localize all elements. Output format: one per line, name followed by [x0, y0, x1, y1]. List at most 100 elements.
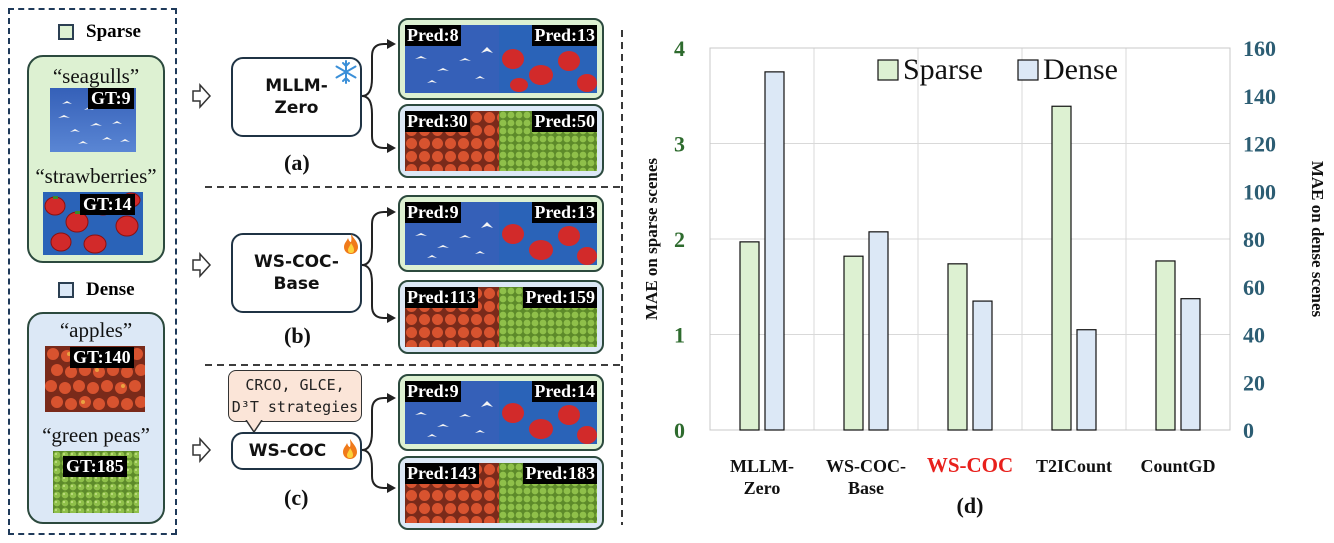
sublabel-c: (c)	[284, 485, 309, 510]
mae-bar-chart: MLLM-Zero WS-COC-Base WS-COC T2ICount CountG…	[642, 36, 1327, 518]
pred-label: Pred:9	[405, 381, 461, 402]
bar-dense	[764, 71, 785, 431]
pred-image-apples: Pred:30	[405, 111, 500, 171]
arrow-a	[192, 83, 212, 109]
y-tick-label-right: 160	[1243, 36, 1276, 61]
y-tick-label-right: 140	[1243, 84, 1276, 109]
y-tick-label-right: 80	[1243, 227, 1265, 252]
method-label-a: MLLM-Zero	[265, 76, 328, 118]
strawberries-label: “strawberries”	[35, 164, 157, 188]
pred-box-c-dense: Pred:143 Pred:183	[398, 456, 604, 530]
flame-icon-c	[343, 439, 357, 459]
legend-swatch-dense	[1017, 59, 1039, 81]
legend-label-dense: Dense	[1043, 53, 1118, 86]
sublabel-d: (d)	[957, 493, 984, 518]
apples-label: “apples”	[59, 318, 133, 342]
x-tick-label: MLLM-	[730, 456, 794, 476]
apples-gt-badge: GT:140	[70, 347, 134, 368]
x-tick-label: WS-COC-	[826, 456, 906, 476]
bar-dense	[1076, 329, 1097, 431]
method-box-ws-coc: WS-COC	[231, 432, 362, 470]
arrow-c	[192, 437, 212, 463]
method-box-mllm-zero: MLLM-Zero	[231, 57, 362, 137]
y-tick-label-right: 40	[1243, 323, 1265, 348]
method-label-b: WS-COC-Base	[254, 252, 339, 294]
green-peas-gt-badge: GT:185	[63, 456, 127, 477]
pred-label: Pred:159	[523, 287, 597, 308]
pred-image-seagulls: Pred:9	[405, 381, 500, 444]
y-tick-label-left: 1	[674, 323, 685, 348]
strawberries-art	[499, 381, 597, 444]
dense-title: Dense	[86, 279, 135, 300]
flow-arrows	[192, 30, 623, 525]
bar-sparse	[1051, 105, 1072, 431]
y-tick-label-right: 0	[1243, 418, 1254, 443]
legend-panel	[8, 8, 177, 535]
pred-label: Pred:50	[532, 111, 597, 132]
pred-image-strawberries: Pred:14	[499, 381, 597, 444]
sublabel-b: (b)	[284, 323, 311, 348]
y-tick-label-right: 20	[1243, 370, 1265, 395]
pred-label: Pred:113	[405, 287, 478, 308]
callout-line-1: CRCO, GLCE,	[245, 376, 345, 394]
y-tick-label-right: 100	[1243, 179, 1276, 204]
callout-line-2: D³T strategies	[231, 398, 359, 416]
x-tick-label: CountGD	[1140, 456, 1215, 476]
bar-dense	[868, 231, 889, 431]
x-tick-label: Zero	[744, 478, 781, 498]
y-tick-label-left: 4	[674, 36, 685, 61]
dense-swatch	[58, 282, 74, 298]
pred-image-seagulls: Pred:9	[405, 202, 500, 265]
strawberries-gt-badge: GT:14	[80, 194, 135, 215]
pred-image-seagulls: Pred:8	[405, 25, 500, 93]
pred-box-b-dense: Pred:113 Pred:159	[398, 280, 604, 354]
pred-label: Pred:8	[405, 25, 461, 46]
snowflake-icon	[335, 60, 357, 84]
y-tick-label-left: 3	[674, 132, 685, 157]
arrow-b	[192, 252, 212, 278]
pred-image-apples: Pred:143	[405, 463, 500, 523]
strategy-callout: CRCO, GLCE, D³T strategies	[228, 370, 362, 422]
y-tick-label-right: 120	[1243, 132, 1276, 157]
x-tick-label: T2ICount	[1036, 456, 1112, 476]
seagulls-gt-badge: GT:9	[88, 88, 134, 109]
bar-dense	[1180, 298, 1201, 431]
flame-icon	[344, 234, 358, 254]
pred-label: Pred:143	[405, 463, 479, 484]
pred-box-c-sparse: Pred:9 Pred:14	[398, 374, 604, 451]
sparse-swatch	[58, 24, 74, 40]
seagulls-label: “seagulls”	[52, 64, 140, 88]
pred-label: Pred:14	[532, 381, 597, 402]
y-tick-label-left: 2	[674, 227, 685, 252]
pred-label: Pred:13	[532, 25, 597, 46]
pred-box-a-dense: Pred:30 Pred:50	[398, 104, 604, 178]
pred-label: Pred:30	[405, 111, 470, 132]
x-tick-label: WS-COC	[927, 453, 1013, 477]
legend-swatch-sparse	[877, 59, 899, 81]
pred-label: Pred:183	[523, 463, 597, 484]
pred-image-peas: Pred:159	[499, 287, 597, 347]
y-axis-title-left: MAE on sparse scenes	[642, 158, 661, 320]
legend-label-sparse: Sparse	[903, 53, 983, 86]
pred-image-apples: Pred:113	[405, 287, 500, 347]
pred-image-strawberries: Pred:13	[499, 202, 597, 265]
sparse-title: Sparse	[86, 21, 141, 42]
pred-image-strawberries: Pred:13	[499, 25, 597, 93]
plot-frame	[709, 47, 1231, 431]
bar-sparse	[843, 255, 864, 431]
y-tick-label-right: 60	[1243, 275, 1265, 300]
method-box-ws-coc-base: WS-COC-Base	[231, 233, 362, 313]
green-peas-label: “green peas”	[42, 423, 150, 447]
pred-image-peas: Pred:50	[499, 111, 597, 171]
sublabel-a: (a)	[284, 150, 310, 175]
pred-image-peas: Pred:183	[499, 463, 597, 523]
pred-box-a-sparse: Pred:8 Pred:13	[398, 18, 604, 100]
y-tick-label-left: 0	[674, 418, 685, 443]
bar-sparse	[947, 263, 968, 431]
pred-label: Pred:9	[405, 202, 461, 223]
bar-sparse	[739, 241, 760, 431]
method-label-c: WS-COC	[248, 441, 327, 461]
bar-sparse	[1155, 260, 1176, 431]
pred-label: Pred:13	[532, 202, 597, 223]
pred-box-b-sparse: Pred:9 Pred:13	[398, 195, 604, 272]
